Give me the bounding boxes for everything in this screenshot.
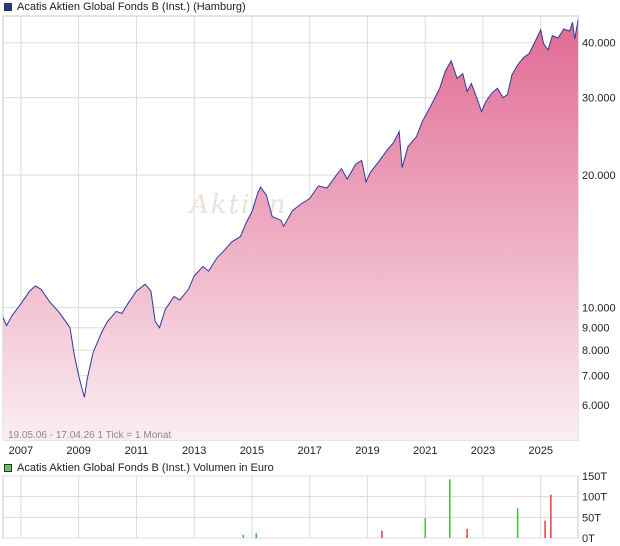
price-area — [3, 20, 578, 440]
price-y-tick-label: 10.000 — [582, 303, 616, 315]
price-y-tick-label: 8.000 — [582, 345, 610, 357]
price-x-tick-label: 2019 — [355, 445, 379, 457]
volume-bar — [550, 494, 552, 538]
volume-bar — [449, 479, 451, 538]
price-y-axis: 6.000 7.000 8.000 9.000 10.000 20.000 30.000 40… — [582, 38, 616, 412]
range-note: 19.05.06 - 17.04.26 1 Tick = 1 Monat — [8, 430, 171, 441]
price-y-tick-label: 7.000 — [582, 371, 610, 383]
price-line — [2, 20, 579, 398]
price-y-tick-label: 20.000 — [582, 170, 616, 182]
price-x-tick-label: 2015 — [240, 445, 264, 457]
volume-bar — [466, 528, 468, 538]
volume-y-tick-label: 100T — [582, 492, 607, 504]
volume-chart-title: Acatis Aktien Global Fonds B (Inst.) Vol… — [17, 462, 274, 474]
price-x-tick-label: 2013 — [182, 445, 206, 457]
volume-y-tick-label: 0T — [582, 533, 595, 545]
price-legend-swatch — [4, 3, 12, 11]
volume-bar — [516, 508, 519, 538]
price-x-tick-label: 2021 — [413, 445, 437, 457]
volume-y-axis: 0T 50T 100T 150T — [582, 471, 607, 545]
volume-bars — [242, 479, 552, 538]
price-x-tick-label: 2007 — [9, 445, 33, 457]
price-x-tick-label: 2017 — [297, 445, 321, 457]
volume-legend-swatch — [4, 464, 12, 472]
price-x-tick-label: 2025 — [529, 445, 553, 457]
volume-bar — [381, 530, 383, 538]
price-x-tick-label: 2023 — [471, 445, 495, 457]
price-legend: Acatis Aktien Global Fonds B (Inst.) (Ha… — [4, 0, 246, 14]
watermark: Aktien — [188, 190, 287, 220]
volume-bar — [255, 533, 258, 538]
price-x-axis: 2007 2009 2011 2013 2015 2017 2019 2021 2023 2025 — [9, 445, 553, 457]
volume-y-tick-label: 150T — [582, 471, 607, 483]
volume-legend: Acatis Aktien Global Fonds B (Inst.) Vol… — [4, 461, 274, 475]
price-x-tick-label: 2011 — [125, 445, 149, 457]
price-y-tick-label: 9.000 — [582, 323, 610, 335]
volume-bar — [544, 520, 546, 538]
price-y-tick-label: 6.000 — [582, 400, 610, 412]
volume-y-tick-label: 50T — [582, 512, 601, 524]
volume-bar — [424, 518, 426, 538]
volume-grid — [3, 475, 578, 539]
price-x-tick-label: 2009 — [66, 445, 90, 457]
volume-bar — [242, 534, 245, 538]
volume-plot-frame — [2, 475, 579, 539]
price-y-tick-label: 40.000 — [582, 38, 616, 50]
price-y-tick-label: 30.000 — [582, 93, 616, 105]
price-chart-title: Acatis Aktien Global Fonds B (Inst.) (Ha… — [17, 1, 246, 13]
